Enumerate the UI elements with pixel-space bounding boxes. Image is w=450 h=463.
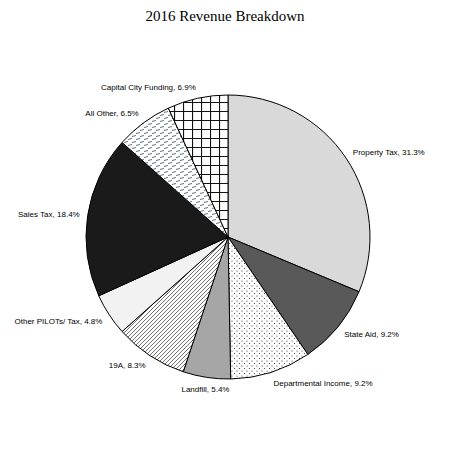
data-label: 19A, 8.3% bbox=[109, 361, 146, 370]
data-label: All Other, 6.5% bbox=[85, 109, 138, 118]
data-labels: Property Tax, 31.3% State Aid, 9.2% Depart… bbox=[14, 83, 424, 394]
data-label: Property Tax, 31.3% bbox=[353, 148, 425, 157]
pie-slice bbox=[168, 95, 228, 237]
data-label: State Aid, 9.2% bbox=[344, 330, 399, 339]
data-label: Capital City Funding, 6.9% bbox=[101, 83, 196, 92]
pie bbox=[86, 95, 370, 379]
data-label: Landfill, 5.4% bbox=[181, 385, 229, 394]
data-label: Departmental Income, 9.2% bbox=[273, 379, 372, 388]
chart-title: 2016 Revenue Breakdown bbox=[145, 8, 305, 24]
data-label: Sales Tax, 18.4% bbox=[18, 210, 80, 219]
pie-slice bbox=[228, 237, 308, 379]
chart: 2016 Revenue Breakdown Property Tax, 31.3… bbox=[0, 0, 450, 463]
data-label: Other PILOTs/ Tax, 4.8% bbox=[14, 317, 102, 326]
